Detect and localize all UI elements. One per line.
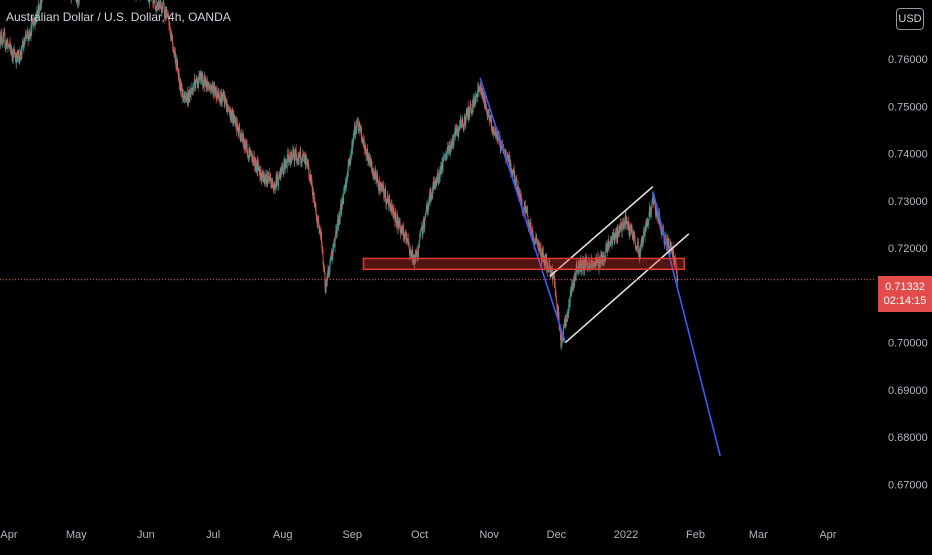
candle-body	[510, 160, 511, 170]
candle-body	[309, 174, 310, 179]
candle-body	[174, 48, 175, 51]
candle-body	[13, 51, 14, 58]
candle-body	[471, 108, 472, 111]
candle-body	[4, 33, 5, 44]
candle-body	[443, 156, 444, 160]
candle-body	[322, 242, 323, 248]
candle-body	[333, 244, 334, 251]
candle-body	[79, 0, 80, 1]
candle-body	[191, 91, 192, 94]
candle-body	[405, 236, 406, 238]
candle-body	[239, 128, 240, 130]
candle-body	[149, 0, 150, 3]
candle-body	[177, 62, 178, 70]
candle-body	[476, 97, 477, 102]
candle-body	[344, 190, 345, 193]
candle-body	[337, 224, 338, 234]
candle-body	[306, 157, 307, 163]
candle-body	[389, 199, 390, 203]
candle-body	[155, 4, 156, 8]
candle-body	[394, 210, 395, 217]
candle-body	[247, 150, 248, 156]
candle-body	[446, 155, 447, 159]
candle-body	[3, 34, 4, 37]
candle-body	[493, 127, 494, 134]
candle-body	[420, 231, 421, 237]
candle-body	[278, 179, 279, 185]
candle-body	[247, 144, 248, 150]
candle-body	[41, 0, 42, 1]
candle-body	[228, 108, 229, 109]
candle-body	[7, 39, 8, 44]
